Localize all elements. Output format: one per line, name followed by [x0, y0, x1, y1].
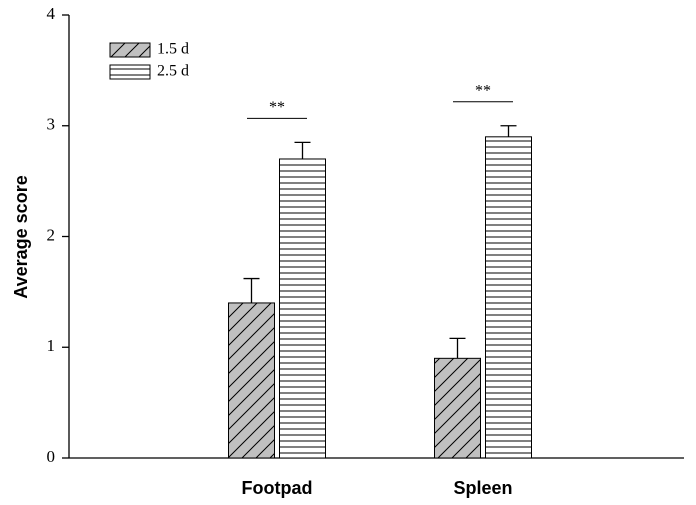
bar	[279, 158, 326, 459]
significance-label: **	[475, 82, 491, 99]
legend-swatch	[109, 64, 151, 80]
x-tick-label: Spleen	[453, 478, 512, 498]
bar	[228, 302, 275, 459]
y-axis-label: Average score	[11, 175, 31, 298]
x-tick-label: Footpad	[242, 478, 313, 498]
legend-swatch	[109, 42, 151, 58]
error-bar	[449, 337, 466, 359]
legend-label: 1.5 d	[157, 41, 189, 58]
error-bar	[243, 277, 260, 303]
legend-label: 2.5 d	[157, 63, 189, 80]
bar	[485, 136, 532, 459]
y-tick-label: 0	[47, 447, 56, 466]
y-tick-label: 1	[47, 336, 56, 355]
significance-label: **	[269, 99, 285, 116]
y-tick-label: 2	[47, 225, 56, 244]
error-bar	[500, 125, 517, 137]
error-bar	[294, 141, 311, 159]
y-tick-label: 3	[47, 115, 56, 134]
y-tick-label: 4	[47, 4, 56, 23]
bar	[434, 357, 481, 459]
